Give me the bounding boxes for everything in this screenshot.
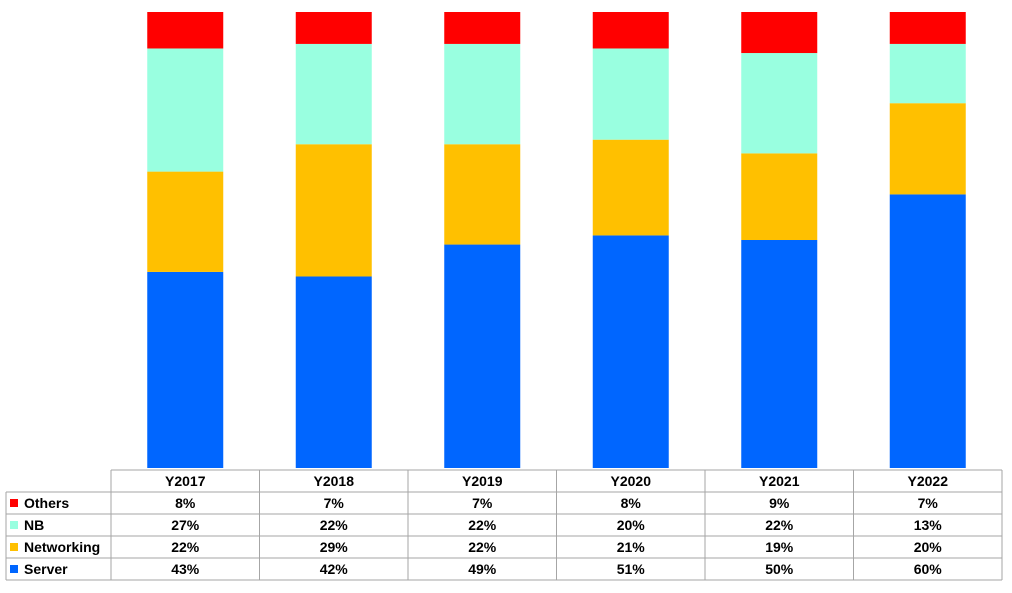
bar-segment-nb-y2021 <box>741 53 818 154</box>
bar-segment-server-y2020 <box>592 235 669 468</box>
data-label-networking-y2017: 22% <box>171 539 200 555</box>
bar-segment-nb-y2019 <box>444 43 521 145</box>
data-label-nb-y2021: 22% <box>765 517 794 533</box>
bar-segment-server-y2017 <box>147 271 224 468</box>
data-label-server-y2017: 43% <box>171 561 200 577</box>
bar-segment-others-y2018 <box>295 12 372 44</box>
category-label-y2017: Y2017 <box>165 473 206 489</box>
data-label-others-y2021: 9% <box>769 495 790 511</box>
bar-segment-others-y2019 <box>444 12 521 44</box>
data-label-nb-y2020: 20% <box>617 517 646 533</box>
bar-segment-server-y2018 <box>295 276 372 468</box>
data-label-others-y2018: 7% <box>324 495 345 511</box>
data-label-nb-y2018: 22% <box>320 517 349 533</box>
legend-key-server <box>10 565 18 573</box>
bar-segment-networking-y2021 <box>741 153 818 240</box>
bar-segment-others-y2022 <box>889 12 966 44</box>
bar-segment-networking-y2018 <box>295 144 372 277</box>
data-label-networking-y2018: 29% <box>320 539 349 555</box>
category-label-y2022: Y2022 <box>908 473 949 489</box>
data-label-others-y2022: 7% <box>918 495 939 511</box>
series-label-others: Others <box>24 495 69 511</box>
bar-segment-nb-y2022 <box>889 43 966 104</box>
data-label-nb-y2022: 13% <box>914 517 943 533</box>
data-label-nb-y2017: 27% <box>171 517 200 533</box>
bar-segment-networking-y2017 <box>147 171 224 272</box>
bar-segment-networking-y2020 <box>592 139 669 236</box>
bar-segment-others-y2021 <box>741 12 818 54</box>
bar-segment-nb-y2017 <box>147 48 224 172</box>
series-label-nb: NB <box>24 517 44 533</box>
bar-segment-networking-y2022 <box>889 103 966 195</box>
legend-key-networking <box>10 543 18 551</box>
data-label-nb-y2019: 22% <box>468 517 497 533</box>
category-label-y2019: Y2019 <box>462 473 503 489</box>
data-label-server-y2020: 51% <box>617 561 646 577</box>
bar-segment-server-y2022 <box>889 194 966 468</box>
category-label-y2018: Y2018 <box>314 473 355 489</box>
bar-segment-server-y2019 <box>444 244 521 468</box>
data-label-networking-y2021: 19% <box>765 539 794 555</box>
data-label-others-y2017: 8% <box>175 495 196 511</box>
bar-segment-nb-y2020 <box>592 48 669 140</box>
data-label-server-y2019: 49% <box>468 561 497 577</box>
data-label-server-y2022: 60% <box>914 561 943 577</box>
data-label-others-y2019: 7% <box>472 495 493 511</box>
data-label-server-y2018: 42% <box>320 561 349 577</box>
bars-group <box>147 12 966 468</box>
bar-segment-others-y2020 <box>592 12 669 49</box>
legend-key-nb <box>10 521 18 529</box>
data-table: Y2017 Y2018 Y2019 Y2020 Y2021 Y2022 Others 8% 7%… <box>5 469 1003 581</box>
series-label-server: Server <box>24 561 68 577</box>
category-label-y2021: Y2021 <box>759 473 800 489</box>
data-label-networking-y2020: 21% <box>617 539 646 555</box>
bar-segment-nb-y2018 <box>295 43 372 145</box>
data-label-networking-y2019: 22% <box>468 539 497 555</box>
data-label-networking-y2022: 20% <box>914 539 943 555</box>
series-label-networking: Networking <box>24 539 100 555</box>
data-label-others-y2020: 8% <box>621 495 642 511</box>
legend-key-others <box>10 499 18 507</box>
bar-segment-server-y2021 <box>741 240 818 468</box>
category-label-y2020: Y2020 <box>611 473 652 489</box>
bar-segment-networking-y2019 <box>444 144 521 245</box>
bar-segment-others-y2017 <box>147 12 224 49</box>
data-label-server-y2021: 50% <box>765 561 794 577</box>
